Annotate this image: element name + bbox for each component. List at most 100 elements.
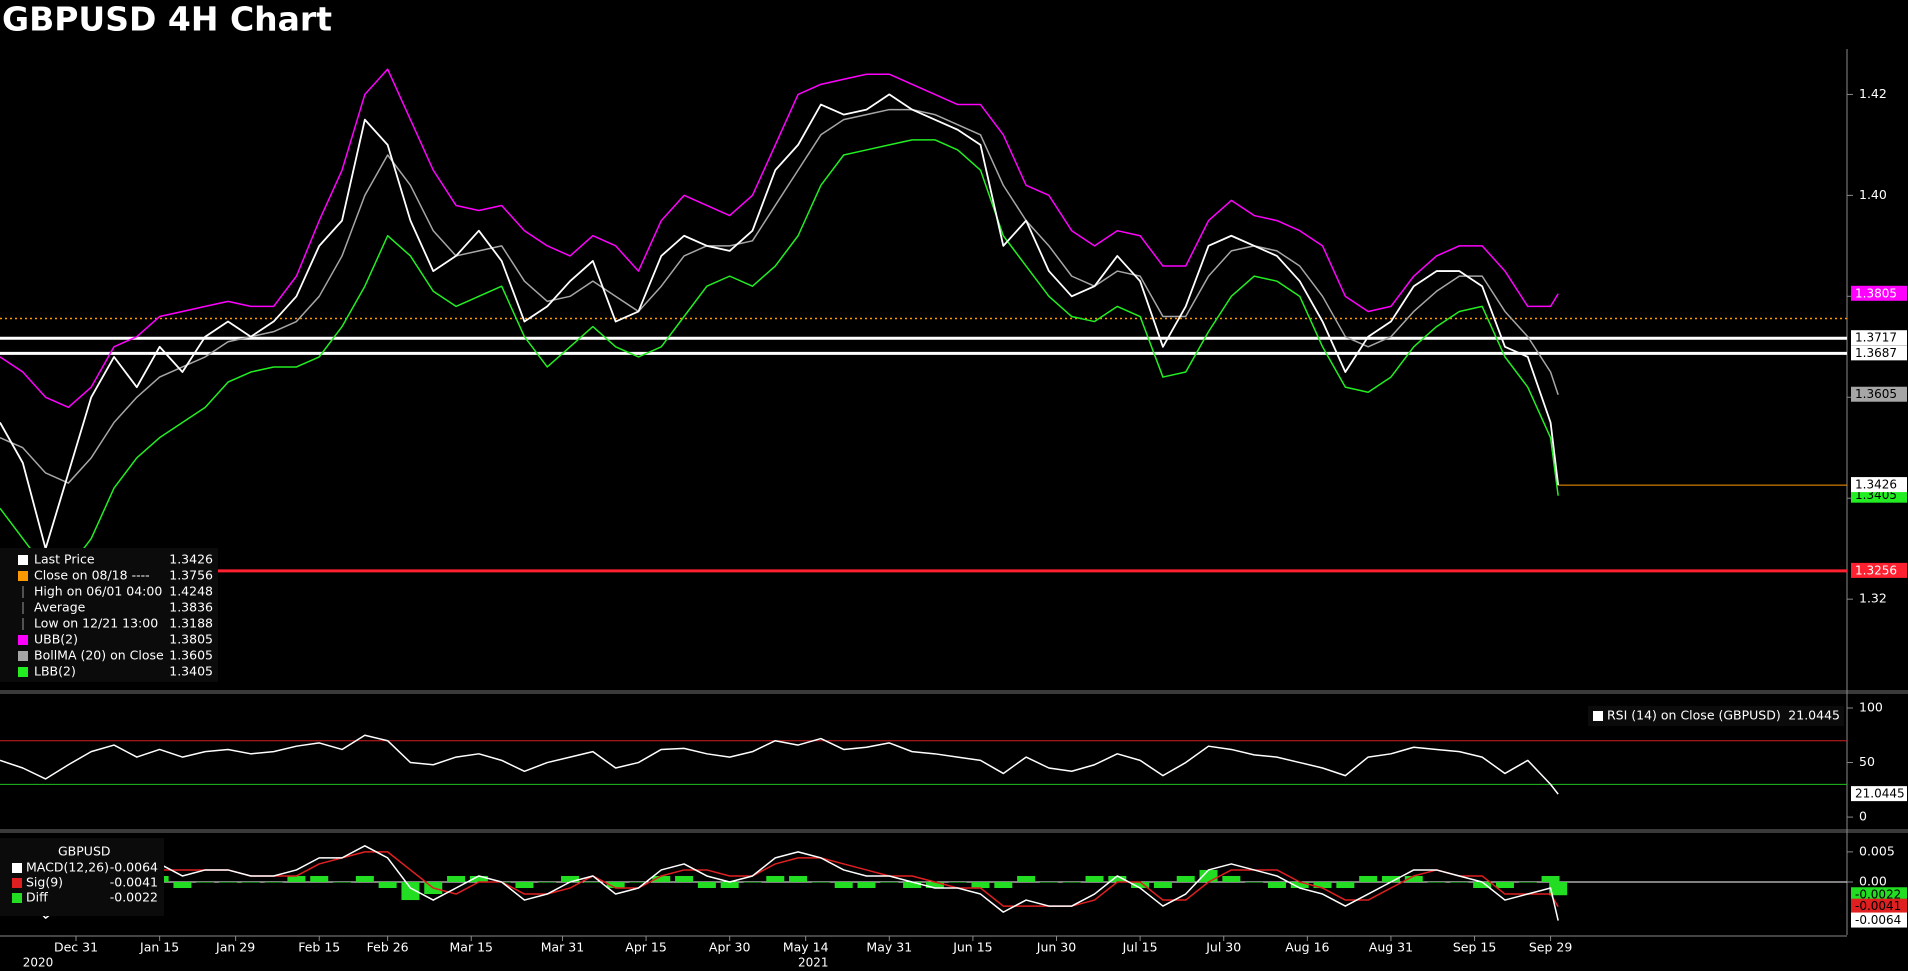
diff-bar [1131, 881, 1150, 889]
diff-bar [743, 881, 762, 883]
x-tick-label: Jan 29 [215, 940, 255, 955]
diff-bar [1495, 881, 1514, 889]
legend-marker [12, 893, 22, 903]
x-tick-label: Jan 15 [139, 940, 179, 955]
diff-bar [264, 881, 283, 883]
diff-bar [515, 881, 534, 889]
x-tick-label: Jul 30 [1205, 940, 1241, 955]
price-tag [1851, 345, 1907, 361]
series-line [0, 93, 1560, 550]
price-tag-label: -0.0064 [1855, 913, 1901, 927]
price-tag-label: 21.0445 [1855, 787, 1905, 801]
legend-marker [12, 878, 22, 888]
x-tick-label: May 31 [866, 940, 912, 955]
diff-bar [241, 881, 260, 883]
price-tag-label: 1.3687 [1855, 346, 1897, 360]
diff-bar [1336, 881, 1355, 889]
diff-bar [652, 875, 671, 882]
x-tick-label: May 14 [783, 940, 829, 955]
diff-bar [469, 875, 488, 882]
diff-bar [606, 881, 625, 889]
diff-bar [1245, 881, 1264, 883]
diff-bar [948, 881, 967, 883]
diff-bar [333, 881, 352, 883]
diff-bar [1473, 881, 1492, 889]
legend-marker [18, 571, 28, 581]
legend-marker [18, 651, 28, 661]
diff-bar [583, 881, 602, 883]
diff-bar [401, 881, 420, 901]
x-tick-label: Aug 16 [1285, 940, 1329, 955]
diff-bar [219, 881, 238, 883]
x-tick-label: Apr 15 [625, 940, 667, 955]
price-tag [1851, 562, 1907, 578]
legend-value: 1.3805 [169, 632, 213, 647]
diff-bar [857, 881, 876, 889]
legend-title: GBPUSD [58, 844, 111, 859]
legend-label: Diff [26, 890, 48, 905]
legend-label: UBB(2) [34, 632, 78, 647]
legend-label: Average [34, 600, 86, 615]
x-tick-label: Sep 29 [1529, 940, 1572, 955]
legend-value: -0.0064 [110, 860, 158, 875]
y-tick-label: 1.40 [1859, 187, 1887, 202]
diff-bar [1153, 881, 1172, 889]
y-tick-label: 1.42 [1859, 86, 1887, 101]
diff-bar [447, 875, 466, 882]
legend-marker [18, 667, 28, 677]
diff-bar [1427, 881, 1446, 883]
diff-bar [629, 881, 648, 883]
y-tick-label: 50 [1859, 754, 1875, 769]
diff-bar [287, 875, 306, 882]
diff-bar [1381, 875, 1400, 882]
y-tick-label: 0.00 [1859, 873, 1887, 888]
diff-bar [1039, 881, 1058, 883]
price-tag-label: -0.0041 [1855, 899, 1901, 913]
series-line [0, 108, 1559, 484]
x-tick-label: Dec 31 [54, 940, 98, 955]
legend-box [1588, 706, 1844, 726]
diff-bar [1404, 875, 1423, 882]
diff-bar [196, 881, 215, 883]
legend-box [0, 548, 218, 682]
legend-marker [1593, 711, 1603, 721]
legend-label: BollMA (20) on Close [34, 648, 164, 663]
diff-bar [1085, 875, 1104, 882]
legend-value: 1.3188 [169, 616, 213, 631]
x-tick-label: Mar 31 [541, 940, 584, 955]
x-tick-label: Feb 26 [367, 940, 409, 955]
y-tick-label: 1.32 [1859, 591, 1887, 606]
diff-bar [925, 881, 944, 889]
diff-bar [1549, 881, 1568, 896]
legend-label: Last Price [34, 552, 95, 567]
diff-bar [1017, 875, 1036, 882]
diff-bar [1108, 875, 1127, 882]
y-tick-label: 0.005 [1859, 843, 1895, 858]
price-tag-label: 1.3426 [1855, 478, 1897, 492]
legend-label: Sig(9) [26, 875, 63, 890]
price-tag [1851, 912, 1907, 928]
series-line [0, 139, 1559, 570]
price-tag-label: 1.3256 [1855, 563, 1897, 577]
diff-bar [1267, 881, 1286, 889]
x-tick-label: Aug 31 [1369, 940, 1413, 955]
legend-label: Low on 12/21 13:00 [34, 616, 158, 631]
diff-bar [697, 881, 716, 889]
diff-bar [720, 881, 739, 889]
price-tag-label: 1.3717 [1855, 331, 1897, 345]
legend-marker [18, 635, 28, 645]
price-tag [1851, 477, 1907, 493]
diff-bar [971, 881, 990, 889]
diff-bar [310, 875, 329, 882]
price-tag [1851, 330, 1907, 346]
legend-value: -0.0041 [110, 875, 158, 890]
legend-value: 1.4248 [169, 584, 213, 599]
diff-bar [1062, 881, 1081, 883]
diff-bar [1222, 875, 1241, 882]
legend-value: 1.3756 [169, 568, 213, 583]
legend-value: 1.3405 [169, 664, 213, 679]
x-tick-label: Jun 30 [1036, 940, 1076, 955]
legend-label: High on 06/01 04:00 [34, 584, 162, 599]
